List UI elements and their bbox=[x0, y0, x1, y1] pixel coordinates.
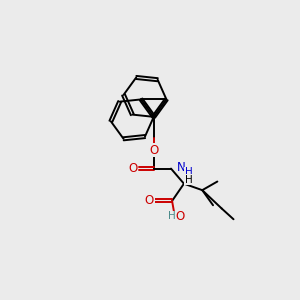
Text: H: H bbox=[185, 175, 192, 185]
Text: O: O bbox=[129, 162, 138, 175]
Text: O: O bbox=[175, 210, 184, 223]
Text: N: N bbox=[177, 160, 186, 174]
Text: O: O bbox=[145, 194, 154, 207]
Text: H: H bbox=[185, 167, 193, 177]
Text: O: O bbox=[149, 144, 158, 157]
Text: H: H bbox=[168, 211, 176, 221]
